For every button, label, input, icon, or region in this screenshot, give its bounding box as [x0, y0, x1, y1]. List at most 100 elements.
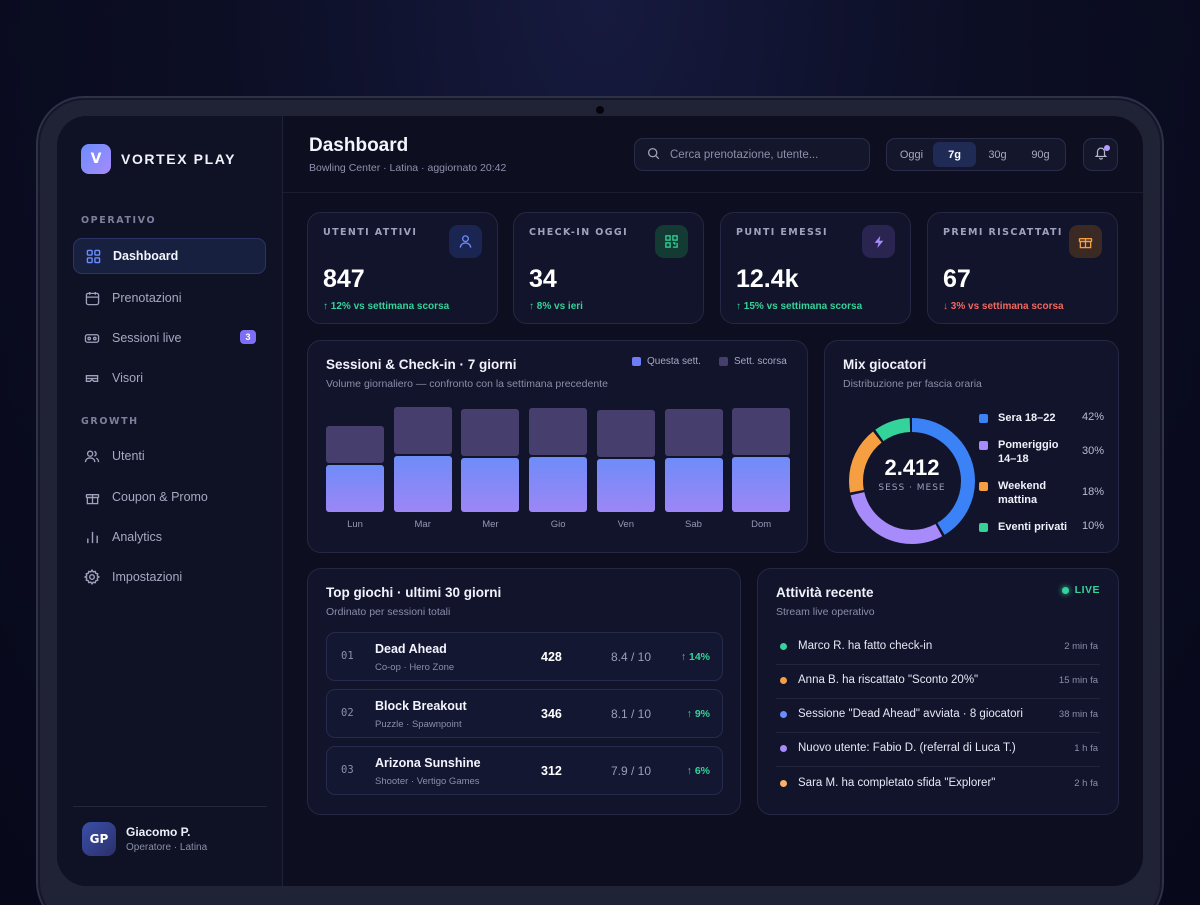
lightning-icon — [862, 225, 895, 258]
activity-time: 2 min fa — [1064, 641, 1098, 652]
notifications-button[interactable] — [1083, 138, 1118, 171]
top-header: Dashboard Bowling Center · Latina · aggi… — [283, 116, 1143, 193]
game-delta: ↑ 14% — [680, 651, 710, 663]
x-tick-label: Mer — [482, 519, 499, 530]
mix-segment-name: Sera 18–22 — [998, 412, 1056, 424]
kpi-card-check-in-oggi[interactable]: CHECK-IN OGGI 34 ↑ 8% vs ieri — [513, 212, 704, 324]
table-row[interactable]: 02 Block Breakout Puzzle · Spawnpoint 34… — [326, 689, 723, 738]
activity-title: Attività recente — [776, 585, 874, 600]
activity-dot — [780, 711, 787, 718]
activity-time: 1 h fa — [1074, 743, 1098, 754]
bar-last-week — [326, 426, 384, 463]
chart-title: Sessioni & Check-in · 7 giorni — [326, 357, 517, 372]
bar-this-week — [596, 459, 655, 512]
mix-segment-pct: 30% — [1081, 445, 1104, 457]
kpi-label: CHECK-IN OGGI — [529, 227, 629, 238]
sidebar-item-analytics[interactable]: Analytics — [73, 519, 266, 555]
bar-this-week — [529, 457, 588, 512]
range-selector: Oggi 7g 30g 90g — [886, 138, 1066, 171]
legend-swatch — [979, 441, 988, 450]
section-label-growth: GROWTH — [81, 416, 139, 427]
game-name: Block Breakout — [375, 699, 467, 713]
sidebar-item-impostazioni[interactable]: Impostazioni — [73, 559, 266, 595]
game-rating: 8.1 / 10 — [610, 707, 652, 721]
donut-slice[interactable] — [849, 418, 975, 544]
user-name: Giacomo P. — [126, 825, 191, 839]
sidebar-item-dashboard[interactable]: Dashboard — [73, 238, 266, 274]
bar-this-week — [326, 465, 384, 512]
range-option-30g[interactable]: 30g — [988, 148, 1007, 161]
game-sessions: 312 — [541, 764, 562, 778]
donut-chart — [849, 418, 975, 544]
table-row[interactable]: 01 Dead Ahead Co-op · Hero Zone 428 8.4 … — [326, 632, 723, 681]
list-item[interactable]: Sara M. ha completato sfida "Explorer" 2… — [776, 768, 1100, 802]
sidebar-item-label: Sessioni live — [112, 331, 182, 345]
sidebar-item-sessioni-live[interactable]: Sessioni live 3 — [73, 320, 266, 356]
bar-this-week — [664, 458, 723, 512]
mix-legend-row: Sera 18–22 42% — [979, 411, 1104, 425]
kpi-label: PREMI RISCATTATI — [943, 227, 1063, 238]
kpi-delta: ↑ 15% vs settimana scorsa — [736, 301, 863, 312]
kpi-delta: ↑ 8% vs ieri — [529, 301, 583, 312]
game-name: Arizona Sunshine — [375, 756, 481, 770]
list-item[interactable]: Sessione "Dead Ahead" avviata · 8 giocat… — [776, 699, 1100, 733]
range-option-90g[interactable]: 90g — [1031, 148, 1050, 161]
legend-swatch — [632, 357, 641, 366]
list-item[interactable]: Nuovo utente: Fabio D. (referral di Luca… — [776, 733, 1100, 767]
x-tick-label: Dom — [751, 519, 772, 530]
activity-dot — [780, 745, 787, 752]
sidebar-item-utenti[interactable]: Utenti — [73, 438, 266, 474]
list-item[interactable]: Anna B. ha riscattato "Sconto 20%" 15 mi… — [776, 665, 1100, 699]
user-profile[interactable]: GP Giacomo P. Operatore · Latina — [82, 822, 207, 856]
page-subtitle: Bowling Center · Latina · aggiornato 20:… — [309, 162, 507, 174]
kpi-value: 34 — [529, 265, 557, 293]
x-tick-label: Ven — [617, 519, 634, 530]
recent-activity-card: Attività recente Stream live operativo L… — [757, 568, 1119, 815]
range-option-oggi[interactable]: Oggi — [899, 148, 924, 161]
sidebar-item-prenotazioni[interactable]: Prenotazioni — [73, 280, 266, 316]
search-icon — [647, 145, 660, 164]
activity-text: Marco R. ha fatto check-in — [798, 640, 933, 652]
donut-slice[interactable] — [849, 418, 975, 544]
donut-center-label: SESS · MESE — [878, 483, 946, 493]
legend-label: Questa sett. — [647, 356, 701, 367]
sidebar-item-label: Prenotazioni — [112, 291, 182, 305]
bar-this-week — [393, 456, 452, 512]
grid-icon — [84, 247, 102, 265]
app-screen: V VORTEX PLAY OPERATIVO Dashboard Prenot… — [57, 116, 1143, 886]
mix-legend-row: Weekend mattina 18% — [979, 479, 1104, 507]
game-sessions: 428 — [541, 650, 562, 664]
top-games-card: Top giochi · ultimi 30 giorni Ordinato p… — [307, 568, 741, 815]
mix-segment-name: Eventi privati — [998, 521, 1068, 533]
live-label: LIVE — [1074, 584, 1100, 596]
player-mix-card: Mix giocatori Distribuzione per fascia o… — [824, 340, 1119, 553]
game-rank: 03 — [341, 764, 354, 776]
sidebar-item-visori[interactable]: Visori — [73, 360, 266, 396]
mix-subtitle: Distribuzione per fascia oraria — [843, 378, 982, 390]
sidebar-item-coupon-promo[interactable]: Coupon & Promo — [73, 479, 266, 515]
calendar-icon — [83, 289, 101, 307]
list-item[interactable]: Marco R. ha fatto check-in 2 min fa — [776, 631, 1100, 665]
brand[interactable]: V VORTEX PLAY — [81, 144, 236, 174]
search-input[interactable]: Cerca prenotazione, utente... — [634, 138, 870, 171]
legend-item-last-week: Sett. scorsa — [719, 356, 787, 367]
x-tick-label: Mar — [414, 519, 431, 530]
kpi-card-punti-emessi[interactable]: PUNTI EMESSI 12.4k ↑ 15% vs settimana sc… — [720, 212, 911, 324]
table-row[interactable]: 03 Arizona Sunshine Shooter · Vertigo Ga… — [326, 746, 723, 795]
game-delta: ↑ 9% — [686, 708, 710, 720]
avatar: GP — [82, 822, 116, 856]
sidebar-divider — [73, 806, 267, 807]
brand-logo: V — [81, 144, 111, 174]
sidebar-item-label: Utenti — [112, 449, 145, 463]
legend-swatch — [979, 414, 988, 423]
activity-time: 38 min fa — [1058, 709, 1098, 720]
legend-swatch — [719, 357, 728, 366]
kpi-card-utenti-attivi[interactable]: UTENTI ATTIVI 847 ↑ 12% vs settimana sco… — [307, 212, 498, 324]
mix-title: Mix giocatori — [843, 357, 927, 372]
bar-this-week — [732, 457, 791, 512]
sidebar-item-label: Coupon & Promo — [112, 490, 208, 504]
kpi-card-premi-riscattati[interactable]: PREMI RISCATTATI 67 ↓ 3% vs settimana sc… — [927, 212, 1118, 324]
bar-last-week — [393, 407, 452, 454]
range-option-7g[interactable]: 7g — [933, 142, 976, 167]
donut-slice[interactable] — [849, 418, 975, 544]
